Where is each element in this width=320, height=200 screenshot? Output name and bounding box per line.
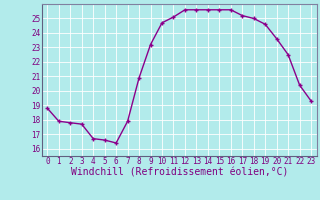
X-axis label: Windchill (Refroidissement éolien,°C): Windchill (Refroidissement éolien,°C) (70, 168, 288, 178)
